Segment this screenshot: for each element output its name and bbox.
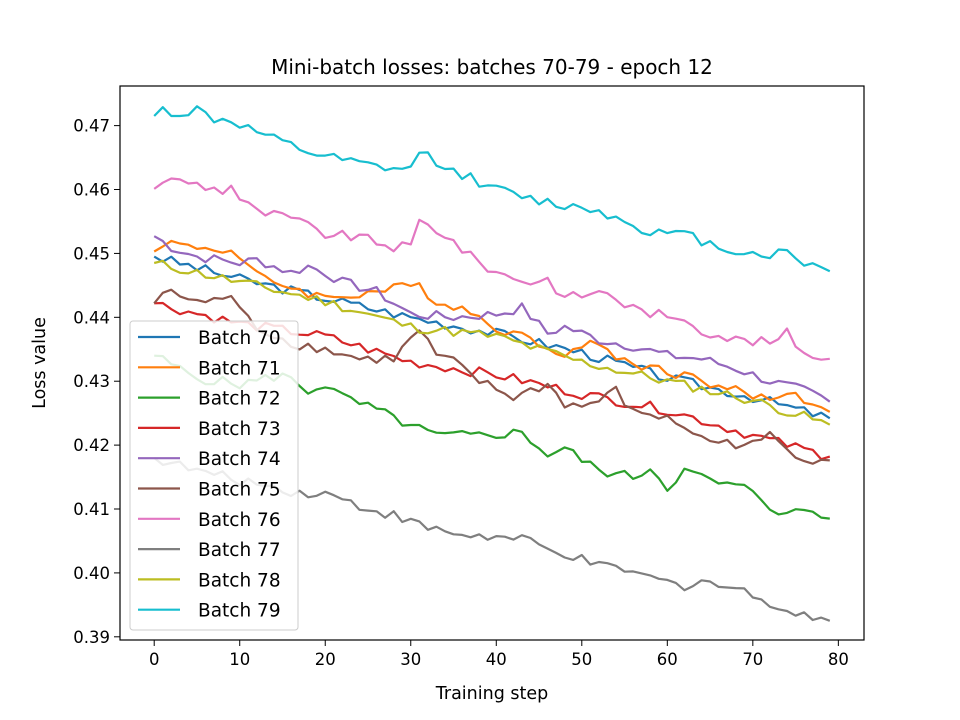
plot-frame: [119, 85, 865, 641]
y-tick-label: 0.43: [73, 372, 110, 391]
x-tick-label: 10: [229, 650, 250, 669]
x-tick-label: 50: [571, 650, 592, 669]
series-line-batch-71: [153, 239, 831, 413]
y-tick-label: 0.47: [73, 117, 110, 136]
x-axis-label: Training step: [435, 684, 548, 704]
series-line-batch-76: [153, 177, 830, 361]
series-line-batch-79: [153, 105, 831, 273]
y-tick-label: 0.41: [73, 500, 110, 519]
legend-label: Batch 77: [198, 540, 281, 561]
y-axis-label: Loss value: [30, 317, 50, 409]
x-tick-label: 70: [742, 650, 763, 669]
x-tick-label: 80: [828, 650, 849, 669]
series-line-batch-70: [153, 255, 831, 420]
y-tick-label: 0.39: [73, 628, 110, 647]
x-tick-label: 0: [149, 650, 160, 669]
x-tick-label: 60: [657, 650, 678, 669]
legend-label: Batch 75: [198, 480, 281, 501]
x-tick-label: 20: [315, 650, 336, 669]
legend-label: Batch 79: [198, 601, 281, 622]
y-tick-label: 0.46: [73, 181, 110, 200]
series-line-batch-78: [153, 259, 831, 426]
legend-label: Batch 76: [198, 510, 281, 531]
legend-label: Batch 72: [198, 389, 281, 410]
legend-label: Batch 74: [198, 449, 281, 470]
x-tick-label: 40: [486, 650, 507, 669]
legend: Batch 70 Batch 71 Batch 72 Batch 73 Batch 74…: [129, 320, 299, 631]
legend-label: Batch 71: [198, 358, 281, 379]
x-tick-label: 30: [400, 650, 421, 669]
series-line-batch-74: [153, 235, 831, 403]
y-tick-label: 0.44: [73, 308, 110, 327]
tick-layer: 0 10 20 30 40 50 60 70 80 0.39 0.40 0.41 0.42 0.43 0.4…: [73, 117, 849, 669]
chart-title: Mini-batch losses: batches 70-79 - epoch…: [271, 55, 713, 79]
legend-label: Batch 78: [198, 570, 281, 591]
legend-label: Batch 70: [198, 328, 281, 349]
legend-label: Batch 73: [198, 419, 281, 440]
y-tick-label: 0.40: [73, 564, 110, 583]
y-tick-label: 0.42: [73, 436, 110, 455]
y-tick-label: 0.45: [73, 244, 110, 263]
